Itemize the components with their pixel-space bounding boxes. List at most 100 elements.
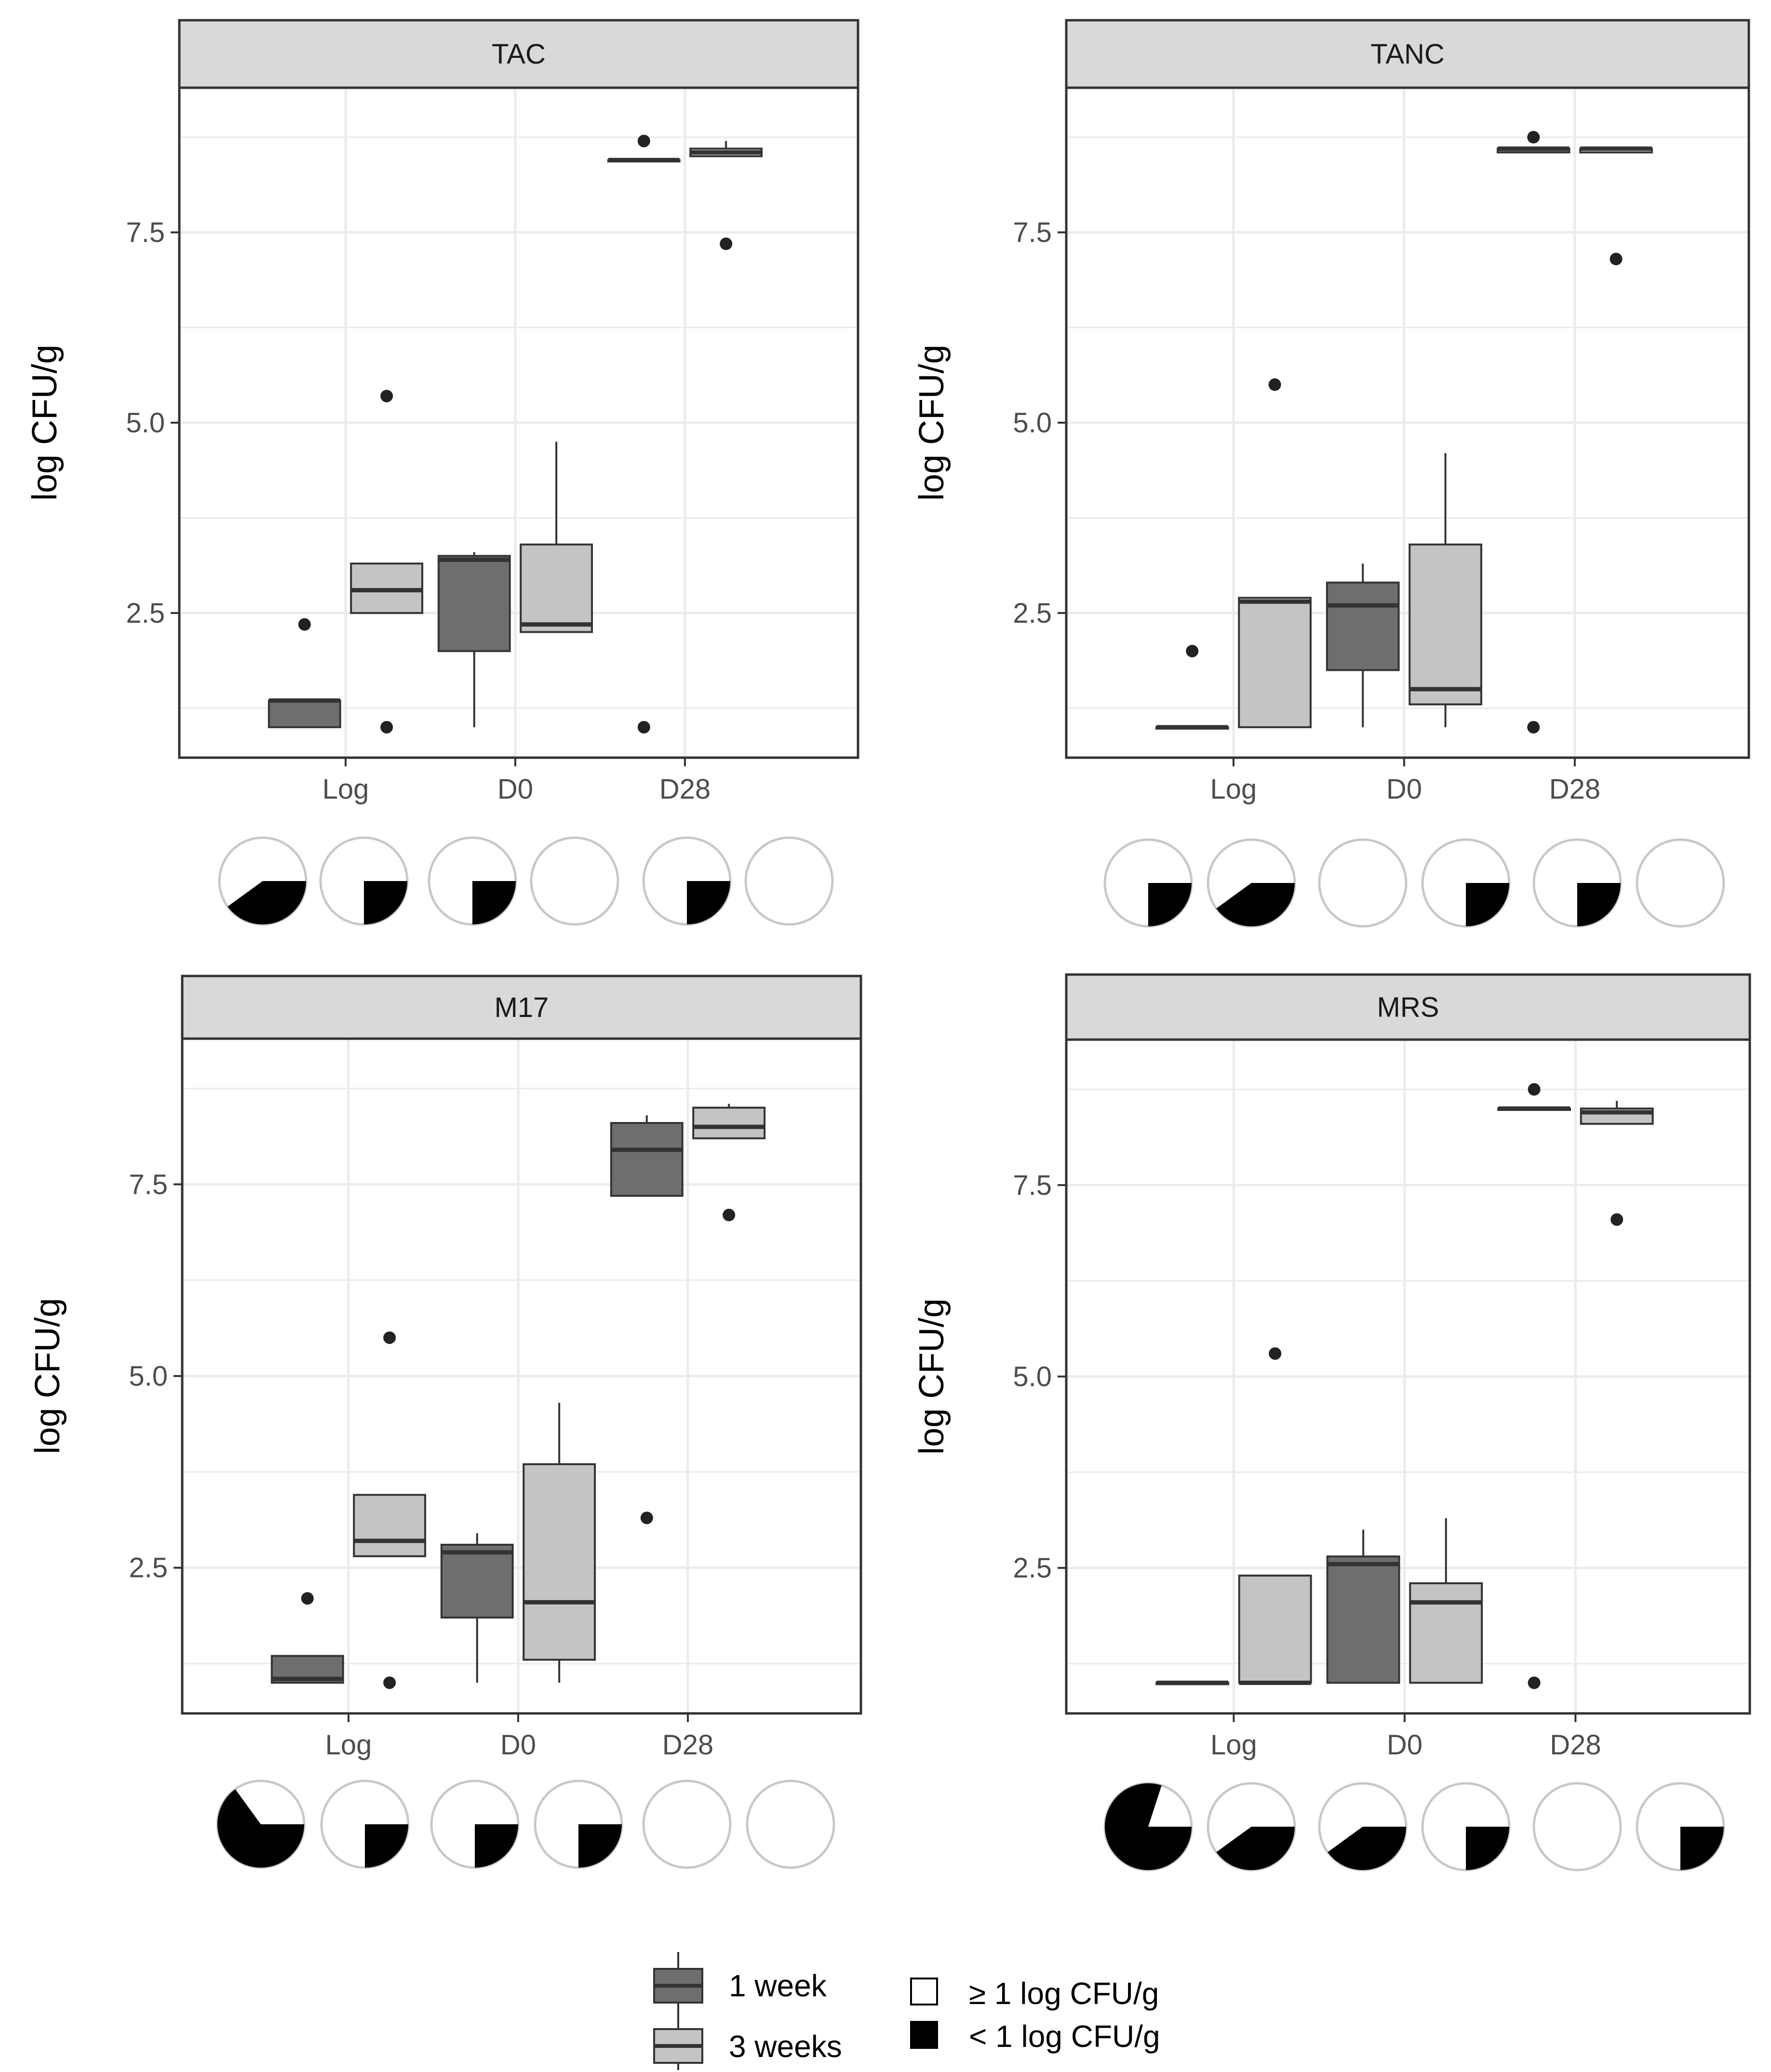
x-tick-label: D28 bbox=[1549, 774, 1600, 805]
x-tick-label: D28 bbox=[659, 774, 711, 805]
x-tick-label: Log bbox=[325, 1729, 372, 1761]
box-body bbox=[1238, 597, 1312, 728]
box-marks bbox=[270, 1104, 766, 1689]
pie-slice-below-1log bbox=[578, 1824, 622, 1868]
pie-chart bbox=[1207, 1782, 1296, 1871]
outlier-point bbox=[380, 721, 393, 734]
legend-key-above-1log bbox=[910, 1978, 938, 2005]
y-tick-label: 5.0 bbox=[129, 1361, 168, 1392]
box-1-week-d0 bbox=[437, 552, 511, 727]
outlier-point bbox=[1269, 1347, 1282, 1360]
pie-chart bbox=[1421, 1782, 1511, 1871]
pie-row bbox=[216, 1779, 835, 1869]
pie-chart bbox=[218, 836, 308, 926]
outlier-point bbox=[1527, 131, 1540, 144]
outlier-point bbox=[380, 389, 393, 402]
pie-slice-below-1log bbox=[1680, 1827, 1724, 1870]
pie-chart bbox=[216, 1779, 306, 1869]
box-body bbox=[1409, 1582, 1483, 1684]
facet-panel-tac: TAC 2.5 5.0 7.5 Log D0 D28 log CFU/g bbox=[26, 19, 859, 926]
pie-chart bbox=[746, 1779, 835, 1869]
pie-chart bbox=[534, 1779, 623, 1869]
y-tick-label: 7.5 bbox=[126, 217, 165, 248]
legend-key-below-1log bbox=[910, 2021, 938, 2049]
outlier-point bbox=[383, 1331, 396, 1344]
y-tick-label: 7.5 bbox=[129, 1169, 168, 1200]
y-axis-title: log CFU/g bbox=[28, 1298, 67, 1454]
facet-panel-m17: M17 2.5 5.0 7.5 Log D0 D28 log CFU/g bbox=[28, 975, 862, 1869]
box-body bbox=[440, 1544, 514, 1619]
outlier-point bbox=[1186, 644, 1199, 657]
pie-chart bbox=[1318, 838, 1408, 928]
x-tick-label: Log bbox=[1210, 774, 1257, 805]
box-3-weeks-log bbox=[350, 389, 424, 734]
pie-slice-above-1log bbox=[530, 836, 619, 926]
pie-slice-below-1log bbox=[364, 881, 407, 924]
box-marks bbox=[1155, 1083, 1654, 1689]
y-tick-label: 2.5 bbox=[1013, 1552, 1052, 1584]
pie-slice-below-1log bbox=[475, 1824, 518, 1868]
outlier-point bbox=[383, 1676, 396, 1689]
facet-strip bbox=[178, 19, 859, 89]
pie-slice-below-1log bbox=[228, 881, 306, 925]
outlier-point bbox=[301, 1592, 314, 1605]
box-1-week-d0 bbox=[440, 1533, 514, 1683]
box-3-weeks-log bbox=[353, 1331, 427, 1689]
y-axis-title: log CFU/g bbox=[912, 345, 951, 501]
minor-gridlines bbox=[1066, 1088, 1750, 1665]
box-1-week-log bbox=[1155, 1680, 1230, 1685]
pie-slice-above-1log bbox=[1636, 838, 1725, 928]
x-tick-label: D0 bbox=[1387, 1729, 1422, 1761]
minor-gridlines bbox=[1066, 136, 1749, 709]
outlier-point bbox=[1610, 253, 1623, 266]
pie-slice-below-1log bbox=[1328, 1827, 1406, 1871]
facet-title: TANC bbox=[1370, 39, 1445, 70]
pie-slice-above-1log bbox=[744, 836, 834, 926]
box-body bbox=[523, 1463, 596, 1661]
pie-slice-above-1log bbox=[746, 1779, 835, 1869]
x-tick-label: D28 bbox=[662, 1729, 713, 1761]
outlier-point bbox=[1268, 378, 1281, 391]
pie-chart bbox=[1636, 1782, 1725, 1871]
pie-slice-below-1log bbox=[472, 881, 516, 924]
facet-strip bbox=[1065, 973, 1751, 1041]
y-axis-title: log CFU/g bbox=[26, 345, 64, 501]
box-1-week-d28 bbox=[1497, 1083, 1571, 1689]
pie-chart bbox=[1532, 1782, 1622, 1871]
facet-strip bbox=[1065, 19, 1750, 89]
box-body bbox=[610, 1122, 684, 1197]
box-body bbox=[1326, 1555, 1400, 1684]
box-3-weeks-d0 bbox=[1409, 1518, 1483, 1684]
pie-chart bbox=[642, 1779, 732, 1869]
pie-slice-below-1log bbox=[1216, 883, 1295, 926]
facet-panel-tanc: TANC 2.5 5.0 7.5 Log D0 D28 log CFU/g bbox=[912, 19, 1750, 928]
x-tick-label: D0 bbox=[500, 1729, 536, 1761]
pie-slice-above-1log bbox=[1318, 838, 1408, 928]
box-3-weeks-d28 bbox=[689, 141, 763, 250]
legend-key-3-weeks bbox=[653, 2016, 703, 2070]
major-gridlines bbox=[182, 1039, 861, 1713]
major-gridlines bbox=[179, 88, 858, 758]
outlier-point bbox=[1528, 1676, 1541, 1689]
pie-slice-below-1log bbox=[1216, 1827, 1295, 1870]
pie-chart bbox=[1421, 838, 1511, 928]
y-axis-title: log CFU/g bbox=[912, 1298, 951, 1455]
outlier-point bbox=[723, 1208, 736, 1221]
pie-slice-above-1log bbox=[1532, 1782, 1622, 1871]
pie-chart bbox=[1103, 838, 1193, 928]
facet-title: M17 bbox=[495, 992, 549, 1023]
pie-slice-below-1log bbox=[1105, 1783, 1192, 1870]
pie-slice-below-1log bbox=[1148, 883, 1192, 926]
pie-chart bbox=[1636, 838, 1725, 928]
x-tick-label: D0 bbox=[1386, 774, 1422, 805]
x-tick-label: D28 bbox=[1550, 1729, 1601, 1761]
pie-slice-below-1log bbox=[687, 881, 730, 924]
outlier-point bbox=[720, 237, 733, 250]
outlier-point bbox=[298, 618, 311, 631]
box-body bbox=[1409, 543, 1482, 706]
box-body bbox=[268, 699, 341, 728]
box-marks bbox=[1155, 131, 1653, 734]
x-tick-label: Log bbox=[1210, 1729, 1257, 1761]
major-gridlines bbox=[1066, 88, 1749, 758]
